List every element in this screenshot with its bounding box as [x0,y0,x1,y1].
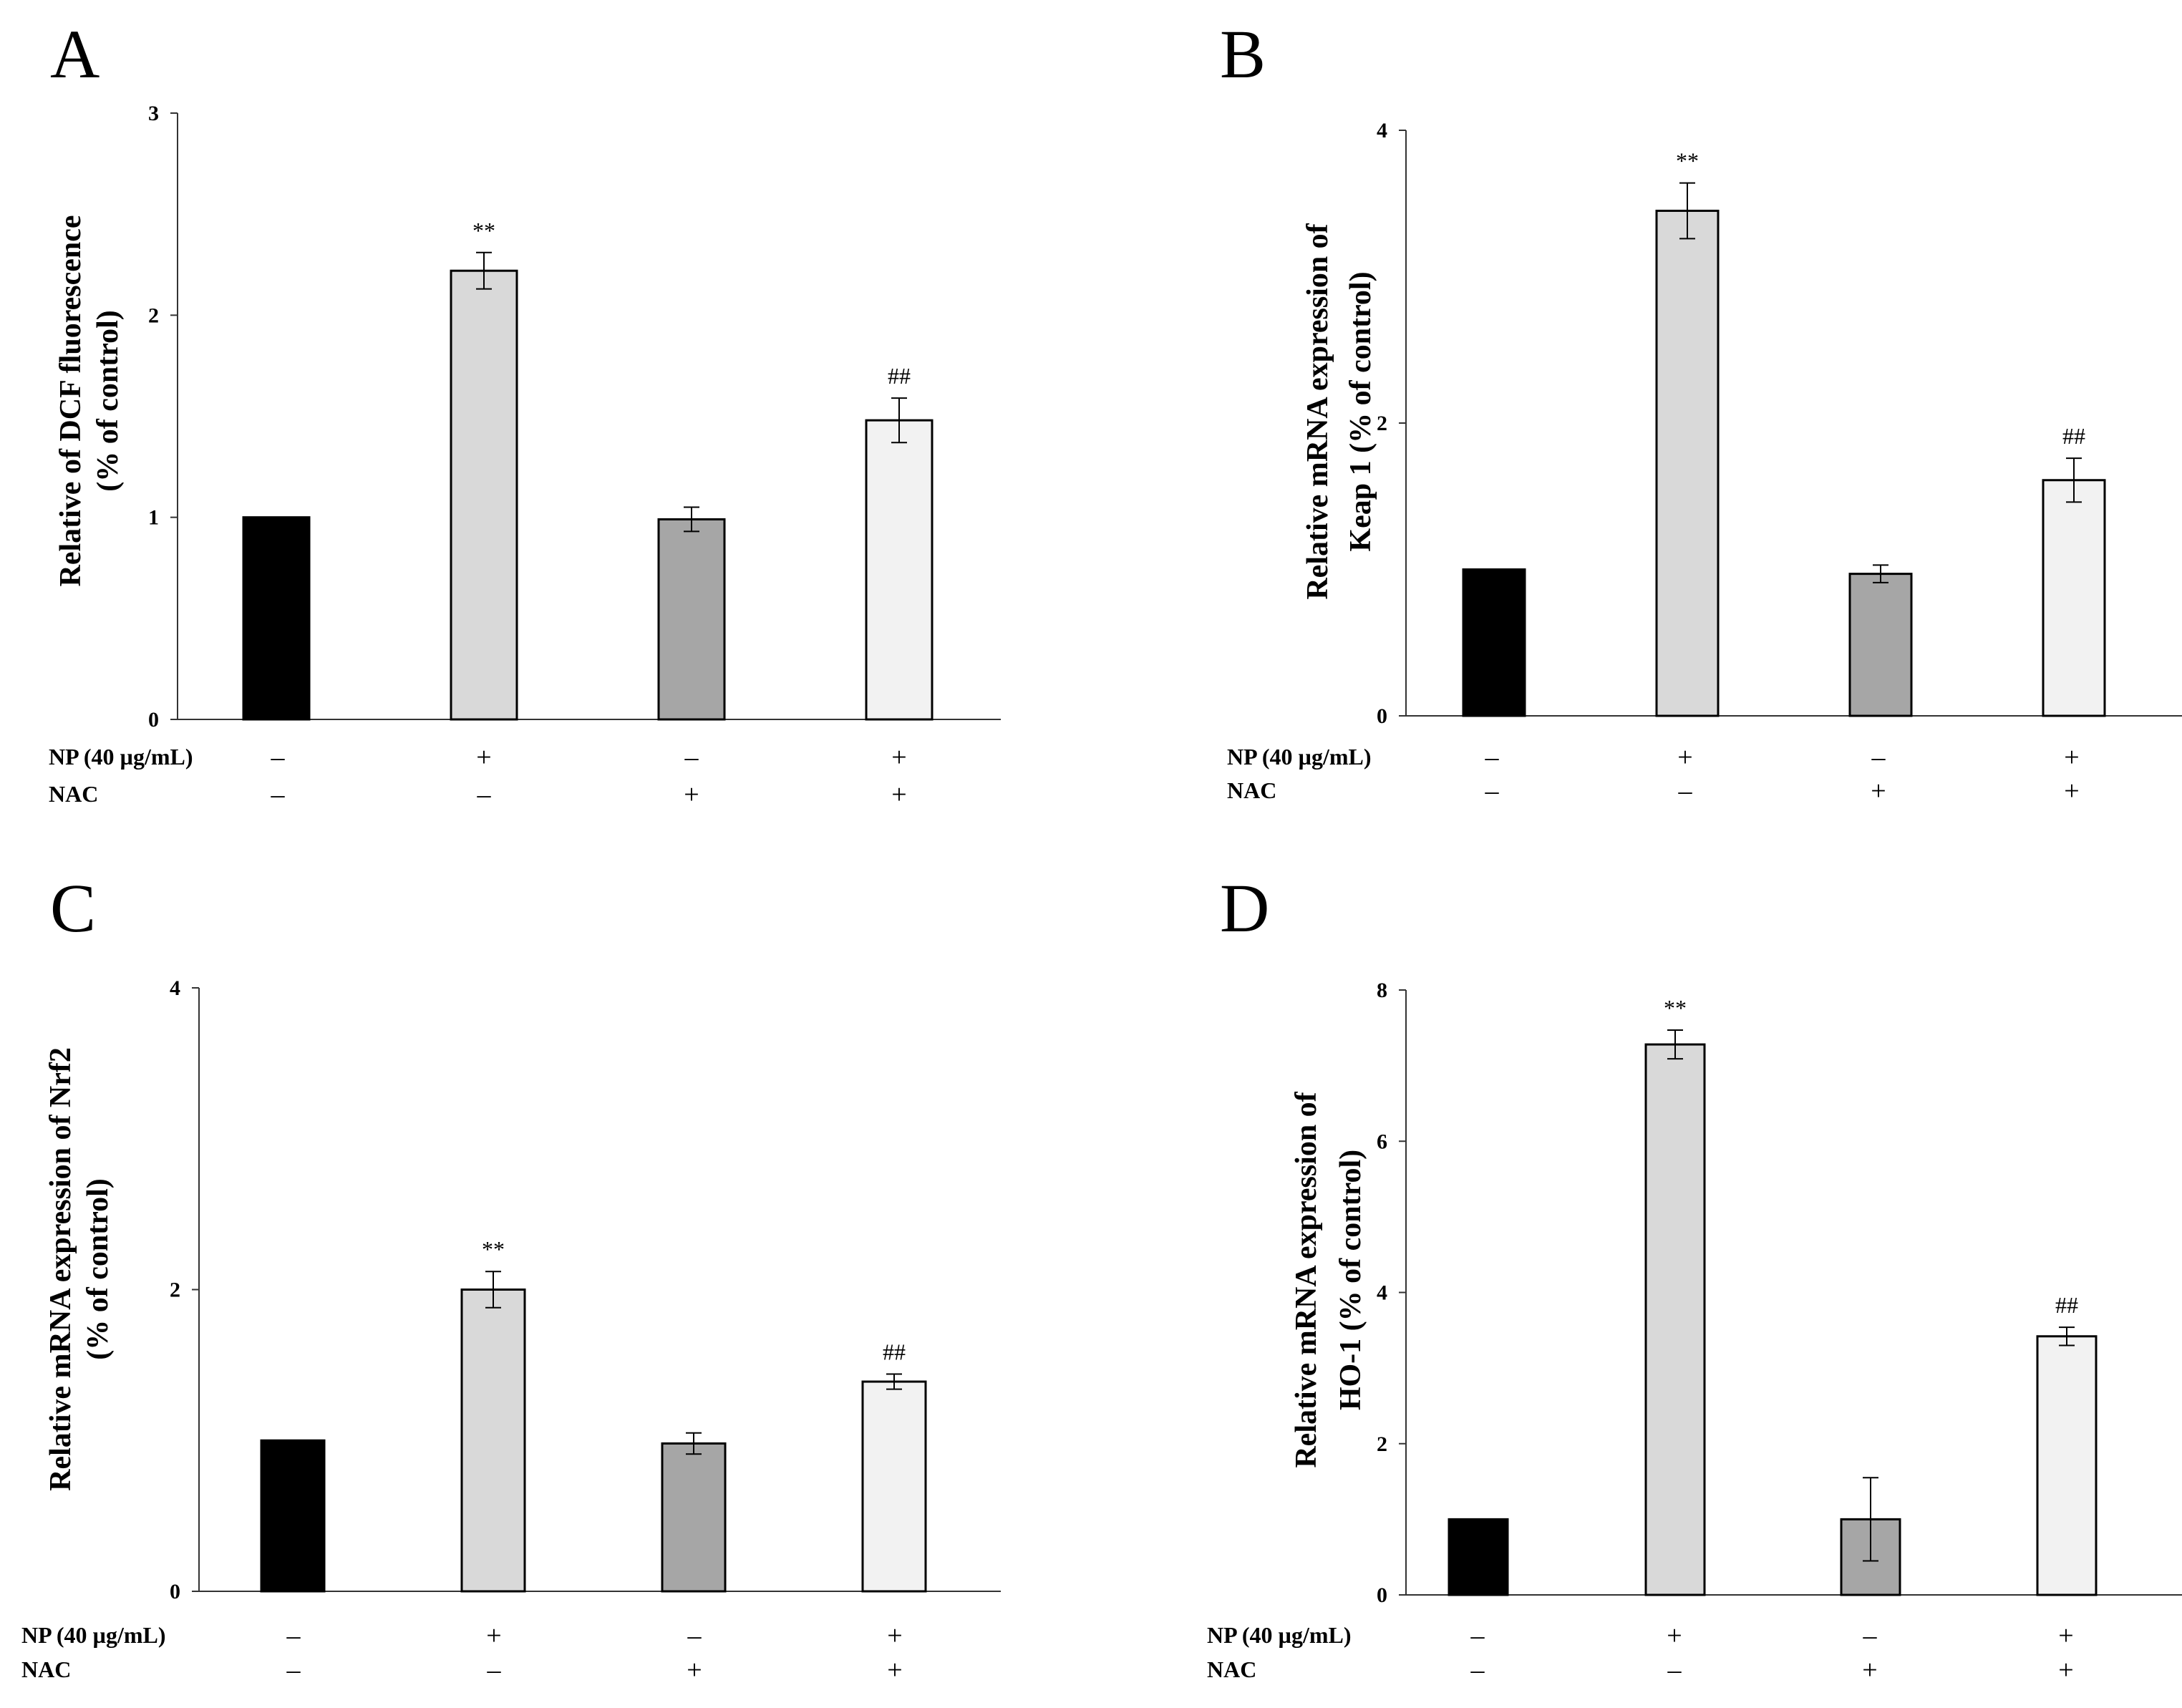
y-axis-label-line: Relative of DCF fluorescence [54,215,87,587]
condition-np-sign: – [286,1621,301,1651]
bar-2 [1644,1043,1706,1596]
panel-c: C 0 2 4 Relative mRNA expression of Nrf2 (% o… [21,870,1001,1685]
condition-np-sign: – [1863,1621,1878,1651]
significance-label: ** [472,218,495,243]
condition-np-sign: + [891,742,906,772]
y-axis-label: Relative mRNA expression of Keap 1 (% of … [1301,223,1377,599]
panel-letter: A [50,16,100,92]
condition-nac-sign: + [1862,1655,1877,1685]
panel-letter: C [50,870,96,946]
condition-np-sign: – [684,742,699,772]
condition-nac-sign: – [477,780,492,810]
panel-a: A 0 1 2 3 Relative of DCF fluorescence (% of c… [49,16,1001,810]
y-tick-label: 2 [148,304,159,327]
condition-np-sign: + [476,742,491,772]
bar-4 [861,1380,927,1593]
y-tick-label: 3 [148,102,159,125]
bar-2 [450,269,518,721]
condition-nac-sign: – [1470,1655,1485,1685]
y-axis-label-line: Relative mRNA expression of Nrf2 [44,1047,77,1491]
condition-nac-label: NAC [21,1656,71,1682]
bar-1 [1462,568,1526,717]
y-axis-label-line: Keap 1 (% of control) [1344,271,1377,551]
y-tick-label: 0 [1377,704,1387,728]
y-tick-label: 8 [1377,979,1387,1002]
condition-np-label: NP (40 µg/mL) [1227,744,1372,770]
bar-3 [1848,573,1913,717]
condition-np-sign: + [1667,1621,1682,1651]
condition-np-label: NP (40 µg/mL) [1207,1622,1352,1648]
y-tick-label: 2 [1377,412,1387,435]
panel-letter: D [1220,870,1269,946]
y-tick-label: 4 [170,976,180,1000]
y-axis-label-line: HO-1 (% of control) [1334,1150,1367,1410]
y-tick-label: 2 [170,1278,180,1302]
bar-1 [242,516,311,721]
condition-nac-label: NAC [1227,777,1276,803]
y-tick-label: 4 [1377,119,1387,142]
significance-label: ## [883,1339,906,1365]
panel-b: B 0 2 4 Relative mRNA expression of Keap 1 (%… [1220,16,2182,806]
condition-nac-sign: – [286,1655,301,1685]
condition-nac-sign: + [1871,776,1886,806]
condition-np-sign: – [271,742,286,772]
bar-2 [460,1289,526,1593]
condition-nac-sign: + [887,1655,902,1685]
y-axis-label: Relative of DCF fluorescence (% of contro… [54,215,125,587]
condition-np-sign: + [2064,742,2079,772]
bar-4 [865,419,934,721]
panel-letter: B [1220,16,1266,92]
bar-2 [1655,209,1720,717]
panel-d: D 0 2 4 6 8 Relative mRNA expression of HO-1 (%… [1207,870,2182,1685]
y-tick-label: 2 [1377,1432,1387,1456]
condition-np-sign: – [1470,1621,1485,1651]
condition-nac-label: NAC [1207,1656,1256,1682]
y-axis-label-line: Relative mRNA expression of [1290,1091,1323,1467]
bar-4 [2036,1335,2098,1596]
condition-nac-sign: – [487,1655,502,1685]
condition-np-sign: – [1485,742,1500,772]
condition-nac-sign: + [687,1655,702,1685]
bar-3 [657,518,726,721]
condition-nac-sign: + [2064,776,2079,806]
significance-label: ## [888,363,911,389]
condition-np-sign: + [887,1621,902,1651]
y-tick-label: 0 [148,708,159,732]
condition-np-label: NP (40 µg/mL) [49,744,193,770]
condition-nac-sign: – [1485,776,1500,806]
condition-np-sign: – [1871,742,1886,772]
condition-nac-label: NAC [49,781,98,807]
bar-4 [2042,479,2106,717]
significance-label: ** [1676,148,1699,174]
condition-np-sign: + [2058,1621,2073,1651]
condition-np-label: NP (40 µg/mL) [21,1622,166,1648]
y-axis-label-line: (% of control) [82,1178,115,1360]
y-axis-label-line: (% of control) [92,310,125,492]
y-axis-label-line: Relative mRNA expression of [1301,223,1334,599]
condition-np-sign: – [687,1621,702,1651]
y-tick-label: 6 [1377,1130,1387,1153]
condition-nac-sign: + [684,780,699,810]
significance-label: ** [1664,995,1687,1021]
significance-label: ## [2062,423,2085,449]
bar-1 [260,1439,326,1593]
condition-np-sign: + [1677,742,1692,772]
y-axis-label: Relative mRNA expression of Nrf2 (% of co… [44,1047,115,1491]
y-tick-label: 1 [148,506,159,530]
significance-label: ** [482,1236,505,1262]
condition-np-sign: + [486,1621,501,1651]
condition-nac-sign: + [891,780,906,810]
y-axis-label: Relative mRNA expression of HO-1 (% of co… [1290,1091,1367,1467]
y-tick-label: 0 [1377,1583,1387,1607]
condition-nac-sign: – [1678,776,1693,806]
bar-1 [1448,1518,1509,1596]
condition-nac-sign: – [1667,1655,1682,1685]
y-tick-label: 4 [1377,1281,1387,1305]
significance-label: ## [2055,1292,2078,1318]
y-tick-label: 0 [170,1580,180,1603]
condition-nac-sign: + [2058,1655,2073,1685]
bar-3 [661,1442,727,1593]
condition-nac-sign: – [271,780,286,810]
